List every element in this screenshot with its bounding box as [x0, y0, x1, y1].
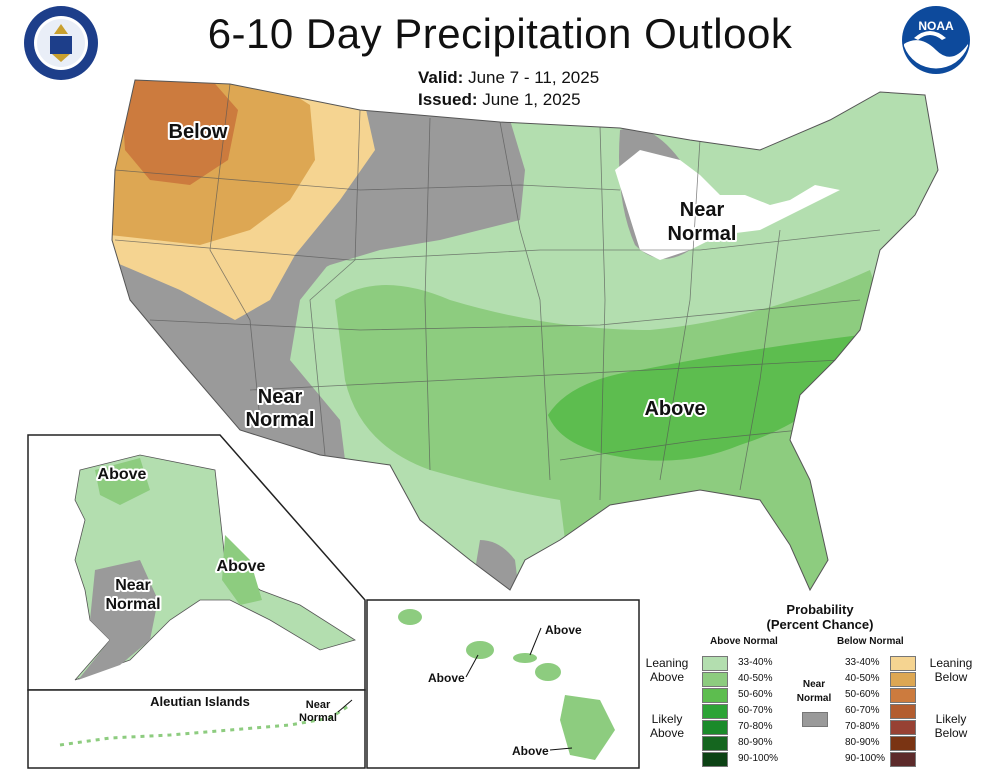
legend-above-label-3: 60-70% — [738, 705, 773, 716]
label-below-northwest: Below — [169, 121, 228, 143]
legend-below-label-2: 50-60% — [845, 689, 880, 700]
alaska-north-above-region — [95, 458, 150, 505]
legend-above-swatch-3 — [702, 704, 728, 719]
legend-above-label-6: 90-100% — [738, 753, 779, 764]
valid-dates: Valid: June 7 - 11, 2025 — [418, 68, 600, 87]
legend-below-label-0: 33-40% — [845, 657, 880, 668]
great-lakes-water — [615, 150, 840, 260]
hawaii-kauai — [398, 609, 422, 625]
northwest-below-50-60-region — [120, 80, 238, 185]
alaska-near-normal-region — [78, 560, 158, 680]
legend-above-label-1: 40-50% — [738, 673, 773, 684]
legend-above-swatch-4 — [702, 720, 728, 735]
legend-below-swatch-0 — [890, 656, 916, 671]
label-near-west-2: Normal — [246, 409, 315, 431]
legend-above-swatch-0 — [702, 656, 728, 671]
legend-above-swatch-5 — [702, 736, 728, 751]
alaska-inset: Above Above Near Normal — [27, 434, 366, 691]
hawaii-oahu — [466, 641, 494, 659]
legend-below-label-5: 80-90% — [845, 737, 880, 748]
legend-above-swatch-2 — [702, 688, 728, 703]
label-aleutian-near-2: Normal — [299, 712, 337, 724]
label-alaska-above-south: Above — [217, 558, 266, 575]
legend-below-swatch-6 — [890, 752, 916, 767]
conus-outline — [111, 79, 939, 592]
legend-near-normal-swatch — [802, 712, 828, 727]
hawaii-maui — [535, 663, 561, 681]
aleutian-islands-chain — [59, 703, 351, 747]
legend-above-label-4: 70-80% — [738, 721, 773, 732]
legend-leaning-below: Leaning Below — [929, 656, 973, 684]
alaska-south-above-region — [222, 535, 262, 605]
label-above-southeast: Above — [644, 398, 705, 420]
legend-below-label-4: 70-80% — [845, 721, 880, 732]
legend-below-label-6: 90-100% — [845, 753, 886, 764]
legend-above-label-5: 80-90% — [738, 737, 773, 748]
label-alaska-above-north: Above — [98, 466, 147, 483]
aleutian-inset-frame — [27, 689, 366, 769]
legend-above-swatch-1 — [702, 672, 728, 687]
label-hawaii-above-2: Above — [428, 671, 465, 685]
legend-near-normal-label: Near Normal — [796, 679, 832, 704]
legend-below-swatch-1 — [890, 672, 916, 687]
aleutian-title: Aleutian Islands — [150, 694, 250, 709]
legend-likely-above: Likely Above — [649, 712, 685, 740]
label-near-west-1: Near — [258, 386, 303, 408]
page-title: 6-10 Day Precipitation Outlook — [207, 10, 793, 57]
hawaii-big-island — [560, 695, 615, 760]
legend-below-label-1: 40-50% — [845, 673, 880, 684]
noaa-logo: NOAA — [902, 6, 970, 74]
legend-below-swatch-4 — [890, 720, 916, 735]
southeast-above-50-60-region — [548, 335, 862, 461]
label-hawaii-above-3: Above — [512, 744, 549, 758]
label-alaska-near-2: Normal — [105, 596, 160, 613]
label-alaska-near-1: Near — [115, 577, 151, 594]
legend-below-label-3: 60-70% — [845, 705, 880, 716]
legend-leaning-above: Leaning Above — [645, 656, 689, 684]
state-borders — [114, 83, 881, 501]
legend-above-label-0: 33-40% — [738, 657, 773, 668]
legend-below-swatch-5 — [890, 736, 916, 751]
hawaii-molokai — [513, 653, 537, 663]
commerce-seal-logo — [24, 6, 98, 80]
noaa-logo-text: NOAA — [918, 19, 954, 33]
legend-below-swatch-2 — [890, 688, 916, 703]
aleutian-inset: Aleutian Islands Near Normal — [27, 689, 366, 769]
issued-date: Issued: June 1, 2025 — [418, 90, 581, 109]
legend-above-swatch-6 — [702, 752, 728, 767]
label-near-michigan-1: Near — [680, 199, 725, 221]
hawaii-inset: Above Above Above — [366, 599, 640, 769]
legend-above-header: Above Normal — [710, 636, 778, 647]
label-hawaii-above-1: Above — [545, 623, 582, 637]
legend-below-header: Below Normal — [837, 636, 904, 647]
probability-legend: Probability (Percent Chance) Above Norma… — [640, 600, 990, 768]
legend-title: Probability (Percent Chance) — [766, 602, 874, 632]
label-near-michigan-2: Normal — [668, 223, 737, 245]
label-aleutian-near-1: Near — [306, 699, 331, 711]
legend-likely-below: Likely Below — [934, 712, 968, 740]
legend-above-label-2: 50-60% — [738, 689, 773, 700]
legend-below-swatch-3 — [890, 704, 916, 719]
